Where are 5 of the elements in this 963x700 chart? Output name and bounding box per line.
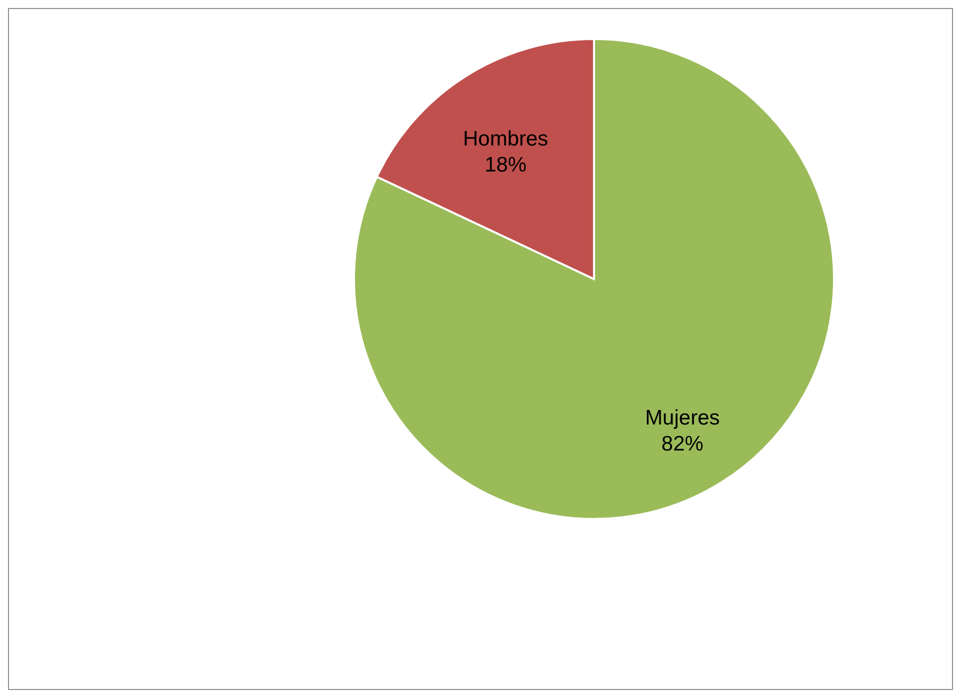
slice-label: Mujeres [645, 406, 720, 430]
data-label: 18% [484, 154, 527, 177]
pie-slice [353, 38, 835, 520]
slice-label: Hombres [462, 128, 548, 151]
data-label: 82% [661, 432, 704, 456]
